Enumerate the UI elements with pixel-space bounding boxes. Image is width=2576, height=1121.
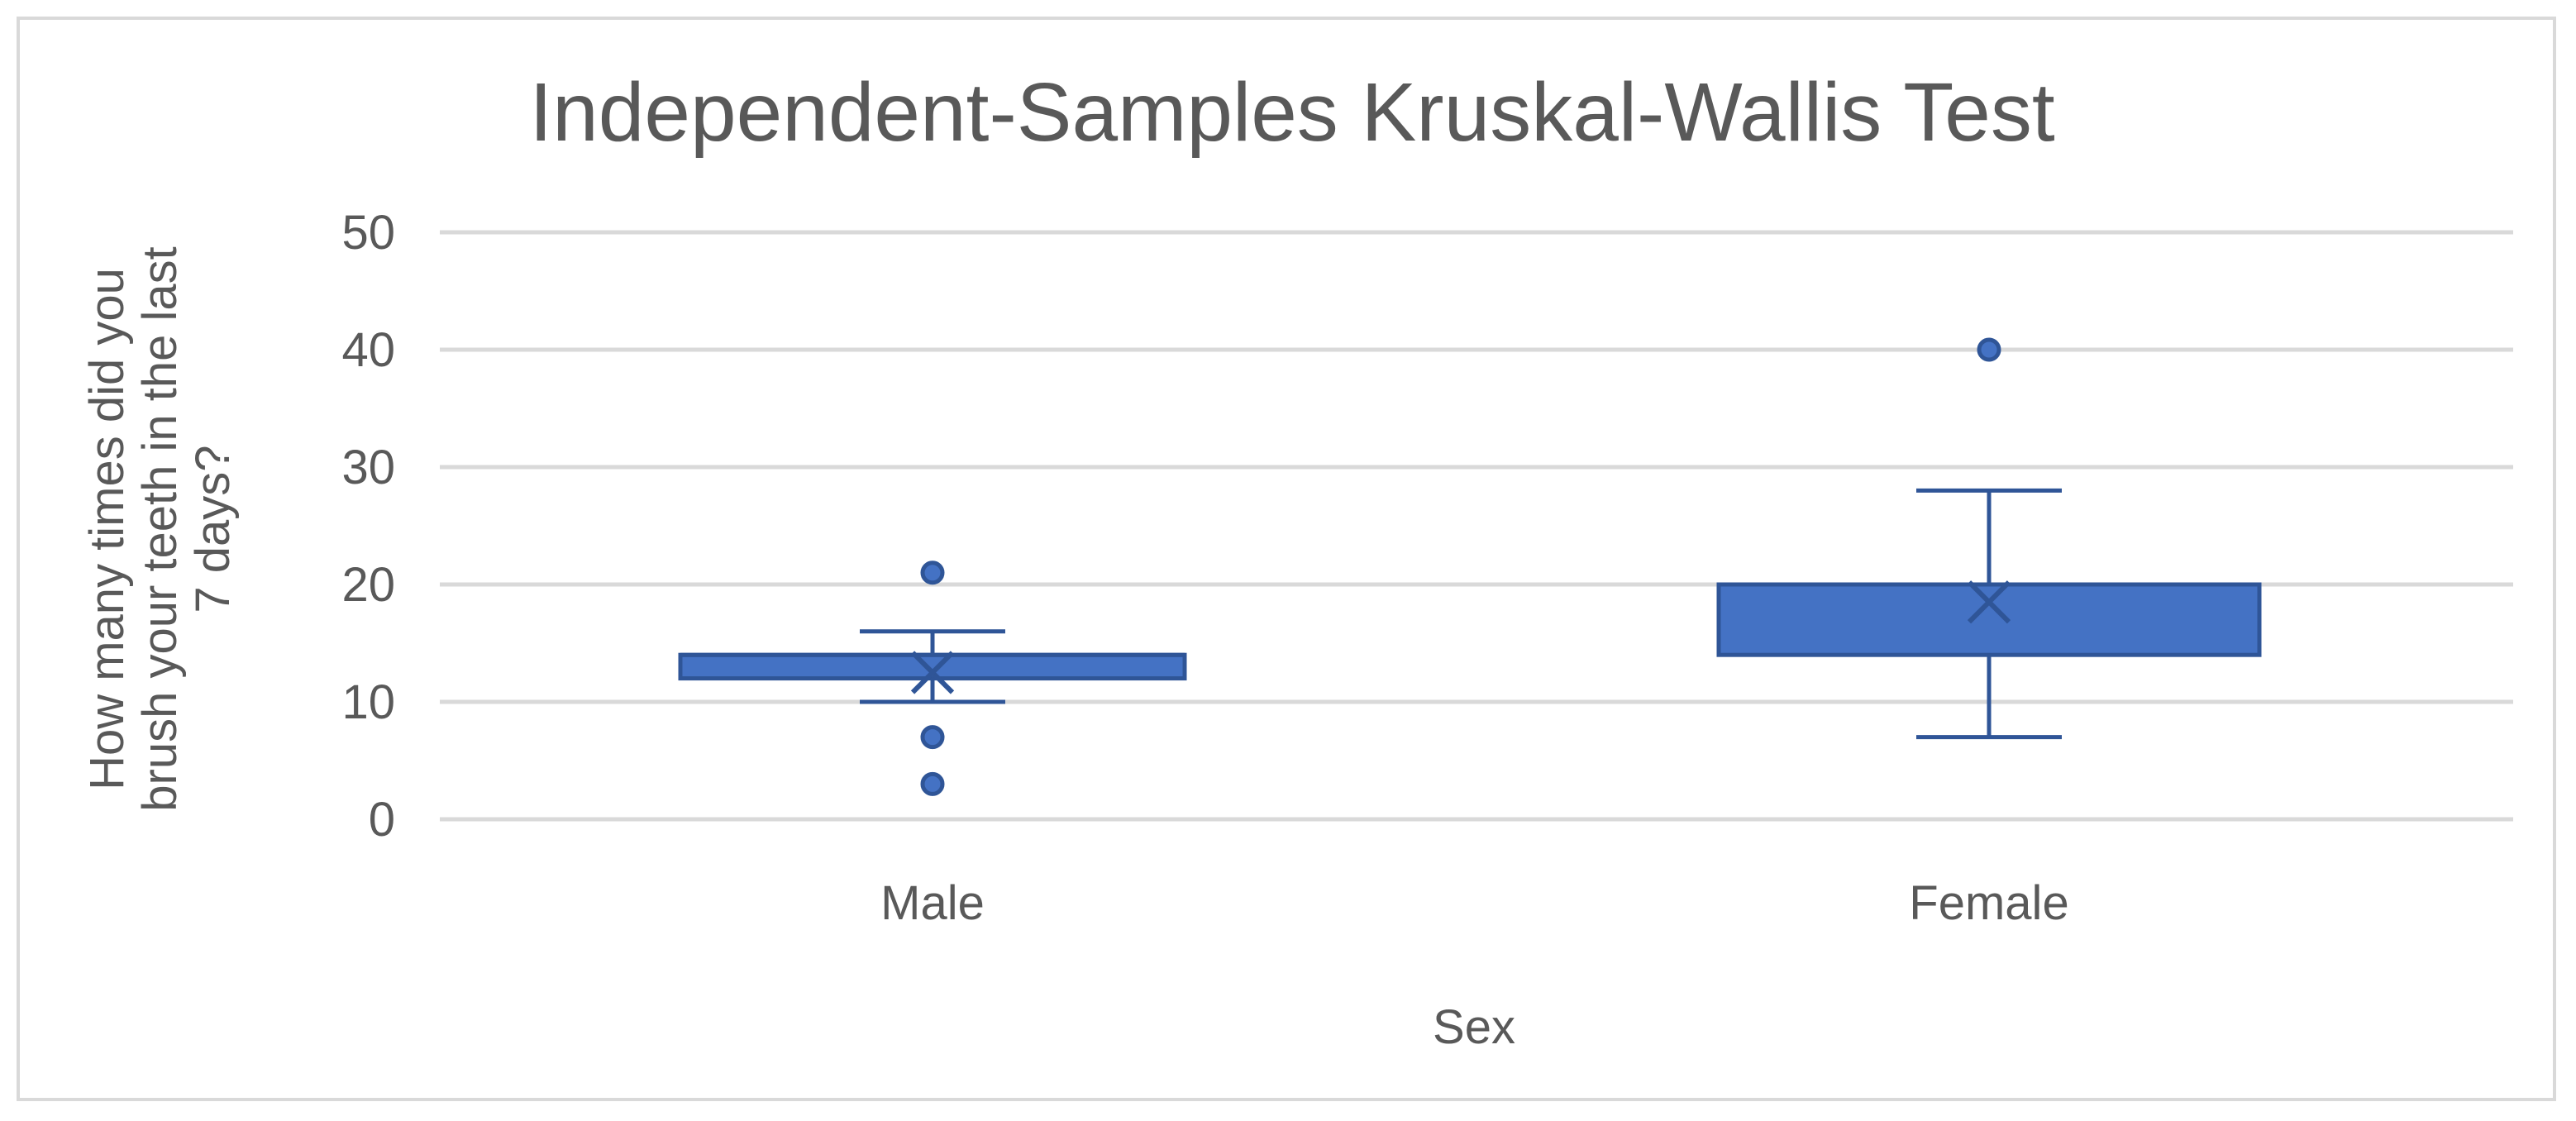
y-tick-label: 10 xyxy=(341,675,395,729)
y-axis-title-line: How many times did you xyxy=(80,268,134,790)
box-series xyxy=(678,337,2262,796)
y-tick-label: 50 xyxy=(341,206,395,260)
x-tick-label: Female xyxy=(1909,876,2068,930)
chart-frame xyxy=(17,17,2556,1101)
y-axis-title-line: brush your teeth in the last xyxy=(133,246,187,812)
x-axis-title: Sex xyxy=(1433,1000,1515,1054)
y-tick-label: 20 xyxy=(341,558,395,612)
y-tick-label: 30 xyxy=(341,441,395,494)
y-axis-title-line: 7 days? xyxy=(186,445,240,613)
box-iqr xyxy=(1716,582,2262,657)
chart-title: Independent-Samples Kruskal-Wallis Test xyxy=(529,66,2055,159)
y-tick-label: 0 xyxy=(369,793,395,847)
gridlines xyxy=(440,230,2513,822)
outlier-point xyxy=(920,771,945,796)
mean-marker xyxy=(910,651,955,694)
x-tick-labels: Male Female xyxy=(880,876,2069,930)
outlier-point xyxy=(920,560,945,585)
box-female xyxy=(1716,337,2262,740)
y-tick-label: 40 xyxy=(341,323,395,377)
y-tick-labels: 0 10 20 30 40 50 xyxy=(341,206,395,847)
x-tick-label: Male xyxy=(880,876,985,930)
outlier-point xyxy=(920,725,945,750)
outlier-point xyxy=(1977,337,2001,362)
y-axis-title: How many times did you brush your teeth i… xyxy=(80,246,240,812)
box-male xyxy=(678,560,1187,796)
mean-marker xyxy=(1967,580,2011,624)
